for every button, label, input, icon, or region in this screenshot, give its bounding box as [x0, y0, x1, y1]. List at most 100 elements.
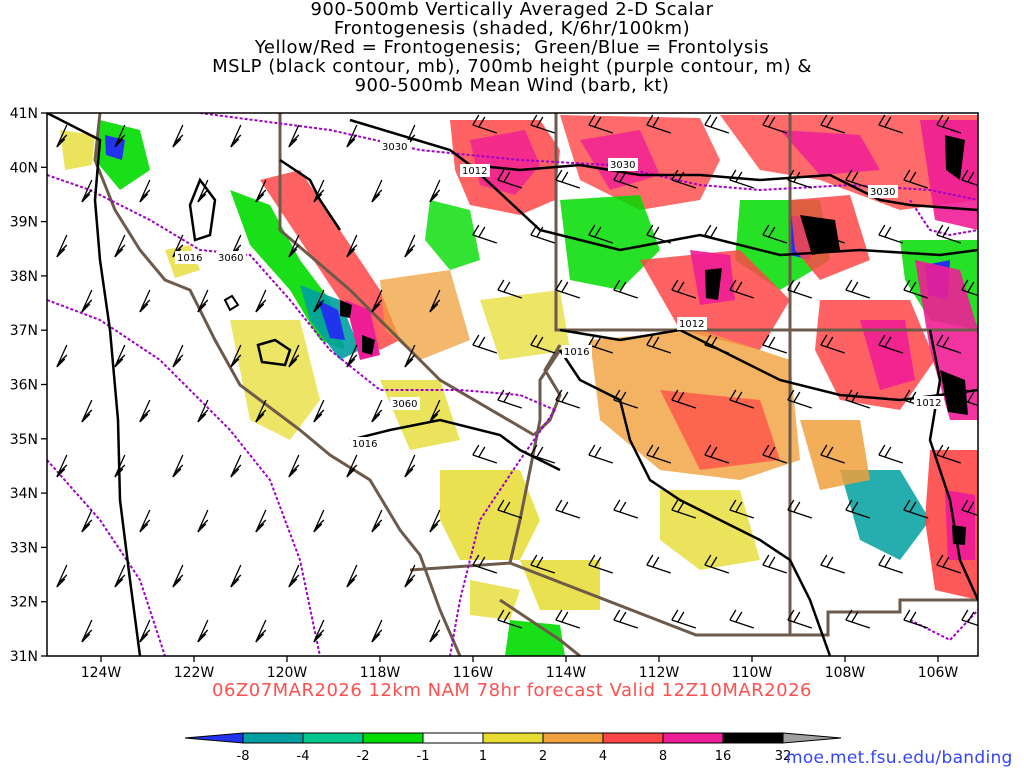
colorbar-segment: [662, 732, 724, 744]
wind-barb: [472, 444, 498, 464]
wind-barb: [555, 389, 581, 409]
wind-barb: [878, 334, 904, 354]
wind-barb: [197, 399, 209, 423]
wind-barb: [787, 609, 813, 629]
wind-barb: [845, 279, 871, 299]
wind-barb: [230, 564, 242, 588]
wind-barb: [114, 564, 126, 588]
wind-barb: [346, 124, 358, 148]
wind-barb: [878, 224, 904, 244]
wind-barb: [936, 554, 962, 574]
wind-barb: [114, 234, 126, 258]
wind-barb: [878, 554, 904, 574]
wind-barb: [646, 334, 672, 354]
colorbar-label: 32: [775, 749, 792, 764]
wind-barb: [530, 334, 556, 354]
wind-barb: [56, 454, 68, 478]
mslp-label-1016-a: 1016: [177, 253, 202, 264]
wind-barb: [671, 279, 697, 299]
colorbar-segment: [242, 732, 304, 744]
wind-barb: [646, 114, 672, 134]
wind-barb: [497, 279, 523, 299]
wind-barb: [845, 609, 871, 629]
wind-barb: [936, 114, 962, 134]
colorbar-labels: -8 -4 -2 -1 1 2 4 8 16 32: [237, 749, 792, 764]
wind-barb: [313, 619, 325, 643]
wind-barb: [288, 344, 300, 368]
wind-barb: [878, 444, 904, 464]
wind-barb: [56, 344, 68, 368]
wind-barb: [729, 499, 755, 519]
wind-barb: [530, 114, 556, 134]
wind-barb: [172, 454, 184, 478]
wind-barb: [704, 114, 730, 134]
colorbar-segment: [302, 732, 364, 744]
wind-barb: [346, 564, 358, 588]
wind-barb: [114, 344, 126, 368]
wind-barb: [961, 169, 978, 187]
wind-barb: [820, 114, 846, 134]
chart-title: 900-500mb Vertically Averaged 2-D Scalar…: [0, 0, 1024, 95]
wind-barb: [936, 444, 962, 464]
lon-label: 106W: [918, 665, 959, 681]
colorbar-label: -4: [297, 749, 310, 764]
wind-barb: [139, 619, 151, 643]
height-label-3060-b: 3060: [392, 399, 417, 410]
wind-barb: [820, 554, 846, 574]
wind-barb: [114, 124, 126, 148]
lat-label: 40N: [10, 160, 38, 176]
wind-barb: [81, 399, 93, 423]
wind-barb: [371, 619, 383, 643]
wind-barb: [530, 224, 556, 244]
wind-barb: [497, 389, 523, 409]
wind-barb: [729, 609, 755, 629]
wind-barb: [197, 619, 209, 643]
wind-barb: [81, 289, 93, 313]
wind-barb: [588, 554, 614, 574]
lat-label: 38N: [10, 269, 38, 285]
colorbar-label: -1: [417, 749, 430, 764]
height-label-3030-a: 3030: [382, 142, 407, 153]
lon-label: 114W: [546, 665, 587, 681]
mslp-label-1012-b: 1012: [679, 319, 704, 330]
wind-barb: [288, 124, 300, 148]
wind-barb: [472, 224, 498, 244]
wind-barb: [429, 399, 441, 423]
wind-barb: [961, 499, 978, 517]
wind-barb: [497, 169, 523, 189]
wind-barb: [845, 499, 871, 519]
wind-barb: [613, 499, 639, 519]
lon-label: 120W: [267, 665, 308, 681]
wind-barb: [472, 114, 498, 134]
lon-label: 108W: [825, 665, 866, 681]
lon-label: 122W: [174, 665, 215, 681]
mslp-label-1012-c: 1012: [916, 398, 941, 409]
wind-barb: [230, 124, 242, 148]
longitude-axis: 124W 122W 120W 118W 116W 114W 112W 110W 108W 106W: [81, 656, 959, 681]
wind-barb: [646, 224, 672, 244]
lon-label: 118W: [360, 665, 401, 681]
title-line-2: Frontogenesis (shaded, K/6hr/100km): [333, 18, 691, 39]
wind-barb: [404, 234, 416, 258]
wind-barb: [497, 609, 523, 629]
mslp-contours: [47, 113, 978, 656]
lat-label: 33N: [10, 540, 38, 556]
wind-barb: [787, 279, 813, 299]
wind-barb: [671, 609, 697, 629]
wind-barb: [255, 399, 267, 423]
lat-label: 34N: [10, 486, 38, 502]
title-line-5: 900-500mb Mean Wind (barb, kt): [354, 75, 670, 96]
wind-barb: [936, 334, 962, 354]
source-url[interactable]: moe.met.fsu.edu/banding: [786, 748, 1013, 768]
wind-barb: [787, 389, 813, 409]
lon-label: 112W: [639, 665, 680, 681]
wind-barb: [555, 609, 581, 629]
wind-barb: [371, 289, 383, 313]
wind-barb: [729, 389, 755, 409]
latitude-axis: 41N 40N 39N 38N 37N 36N 35N 34N 33N 32N 31N: [10, 106, 47, 665]
wind-barb: [172, 564, 184, 588]
wind-barb: [255, 509, 267, 533]
wind-barb: [646, 444, 672, 464]
wind-barb: [704, 554, 730, 574]
